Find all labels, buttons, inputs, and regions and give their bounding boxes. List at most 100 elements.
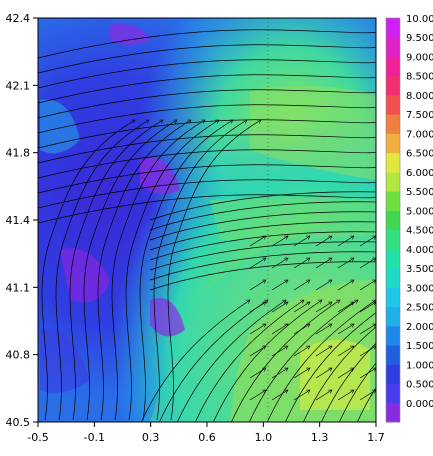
- streamline: [359, 389, 376, 401]
- streamline: [303, 326, 376, 422]
- colorbar-label: 8.500: [406, 72, 433, 83]
- streamline: [249, 389, 266, 401]
- streamline: [249, 235, 266, 247]
- colorbar-label: 0.000: [406, 399, 433, 410]
- streamline: [357, 386, 376, 422]
- streamline: [337, 235, 354, 247]
- x-tick-label: -0.1: [84, 431, 105, 444]
- colorbar-swatch: [386, 402, 400, 423]
- streamline: [337, 279, 354, 291]
- streamline: [293, 301, 310, 313]
- colorbar-label: 3.000: [406, 283, 433, 294]
- colorbar-label: 0.500: [406, 380, 433, 391]
- streamline: [339, 362, 376, 422]
- colorbar-swatch: [386, 114, 400, 134]
- x-tick-label: -0.5: [27, 431, 48, 444]
- streamline: [177, 300, 286, 422]
- streamline: [38, 89, 376, 119]
- streamline: [249, 279, 266, 291]
- streamline: [337, 367, 354, 379]
- colorbar-swatch: [386, 56, 400, 77]
- streamline: [271, 301, 288, 313]
- streamline: [359, 301, 376, 313]
- streamline: [213, 300, 322, 422]
- streamline: [69, 119, 163, 421]
- colorbar-swatch: [386, 133, 400, 154]
- colorbar-swatch: [386, 210, 400, 231]
- streamline: [321, 342, 376, 422]
- streamline: [83, 119, 177, 421]
- streamline: [267, 300, 376, 422]
- streamline: [195, 300, 304, 422]
- streamline: [125, 119, 219, 421]
- streamline: [315, 279, 332, 291]
- streamline: [271, 345, 288, 357]
- colorbar-swatch: [386, 345, 400, 365]
- streamline: [315, 257, 332, 269]
- streamline: [149, 241, 376, 271]
- streamline: [249, 323, 266, 335]
- colorbar-swatch: [386, 229, 400, 250]
- streamline: [159, 300, 268, 422]
- x-axis: -0.5 -0.1 0.3 0.6 1.0 1.3 1.7: [27, 422, 385, 444]
- y-tick-label: 41.4: [6, 214, 31, 227]
- streamline: [315, 345, 332, 357]
- streamline: [167, 119, 261, 421]
- colorbar-label: 4.500: [406, 226, 433, 237]
- streamline: [359, 279, 376, 291]
- streamline: [271, 323, 288, 335]
- colorbar-label: 6.000: [406, 168, 433, 179]
- colorbar-swatch: [386, 37, 400, 57]
- colorbar-label: 2.500: [406, 303, 433, 314]
- colorbar-swatch: [386, 306, 400, 327]
- y-tick-label: 40.8: [6, 349, 31, 362]
- colorbar-swatch: [386, 325, 400, 346]
- colorbar-label: 5.000: [406, 206, 433, 217]
- streamline: [271, 367, 288, 379]
- streamline: [38, 164, 376, 194]
- streamline: [359, 323, 376, 335]
- colorbar-swatch: [386, 287, 400, 308]
- x-tick-label: 0.6: [198, 431, 216, 444]
- streamline: [38, 74, 376, 104]
- streamline: [149, 261, 376, 291]
- streamline: [38, 149, 376, 179]
- colorbar-label: 1.500: [406, 341, 433, 352]
- x-tick-label: 1.7: [367, 431, 385, 444]
- streamline: [337, 345, 354, 357]
- colorbar-swatch: [386, 383, 400, 404]
- colorbar-swatch: [386, 268, 400, 288]
- streamline: [337, 389, 354, 401]
- streamline: [153, 119, 247, 421]
- colorbar: 0.000 0.500 1.000 1.500 2.000 2.500 3.000 3.500…: [385, 14, 433, 423]
- streamline: [38, 179, 376, 209]
- streamline: [149, 211, 376, 241]
- y-tick-label: 41.1: [6, 281, 31, 294]
- streamline: [149, 251, 376, 281]
- colorbar-label: 4.000: [406, 245, 433, 256]
- streamline: [97, 119, 191, 421]
- streamline: [271, 235, 288, 247]
- x-tick-label: 1.3: [311, 431, 329, 444]
- streamline: [293, 389, 310, 401]
- colorbar-label: 9.500: [406, 33, 433, 44]
- streamline: [293, 367, 310, 379]
- streamline: [337, 323, 354, 335]
- streamline: [38, 29, 376, 59]
- streamline: [293, 279, 310, 291]
- streamline: [359, 367, 376, 379]
- colorbar-swatch: [386, 18, 400, 38]
- x-tick-label: 0.3: [142, 431, 160, 444]
- colorbar-swatch: [386, 94, 400, 115]
- streamline: [149, 191, 376, 221]
- streamline: [359, 257, 376, 269]
- streamline: [249, 257, 266, 269]
- streamline: [249, 345, 266, 357]
- streamline: [315, 301, 332, 313]
- colorbar-label: 2.000: [406, 322, 433, 333]
- colorbar-swatch: [386, 75, 400, 96]
- x-tick-label: 1.0: [255, 431, 273, 444]
- colorbar-label: 1.000: [406, 360, 433, 371]
- streamline: [271, 279, 288, 291]
- streamline: [249, 367, 266, 379]
